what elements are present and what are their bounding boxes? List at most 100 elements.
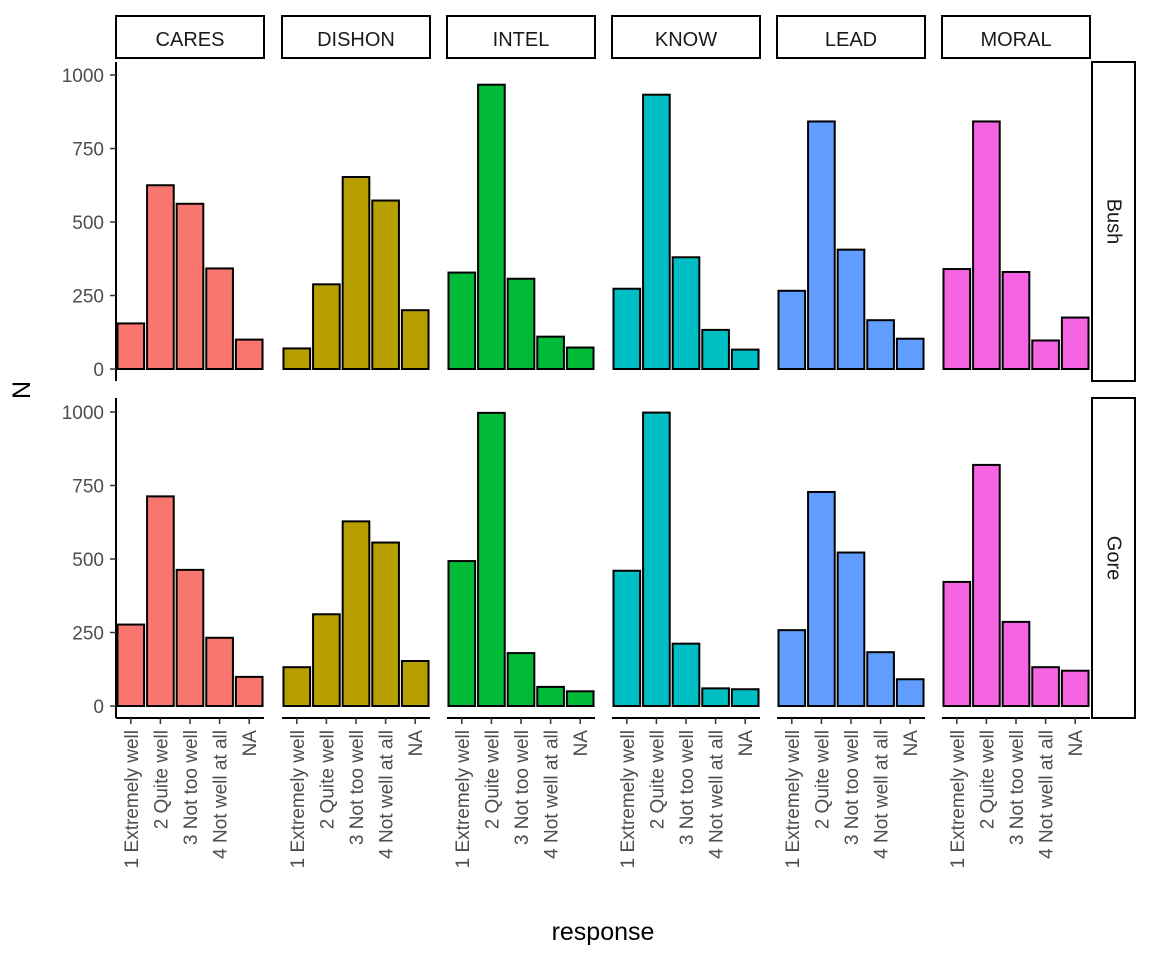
- bar-gore-know-5: [730, 688, 760, 708]
- bar-gore-moral-5: [1060, 669, 1090, 707]
- bar-bush-cares-3: [175, 202, 205, 370]
- strip-moral: [941, 15, 1091, 59]
- x-tick-label: 4 Not well at all: [1037, 730, 1058, 859]
- bar-gore-intel-1: [447, 560, 477, 707]
- x-tick-label: 2 Quite well: [151, 730, 172, 829]
- y-tick-label: 1000: [62, 66, 104, 87]
- x-tick-label: 1 Extremely well: [783, 730, 804, 868]
- bar-gore-moral-4: [1031, 666, 1060, 708]
- bar-gore-lead-3: [836, 551, 866, 707]
- y-tick-label: 500: [72, 213, 104, 234]
- x-tick-label: NA: [1066, 730, 1087, 757]
- bar-bush-lead-5: [895, 337, 925, 370]
- bar-gore-cares-3: [175, 568, 205, 707]
- x-tick-label: 3 Not too well: [347, 730, 368, 845]
- x-tick-label: NA: [240, 730, 261, 757]
- x-tick-label: 4 Not well at all: [211, 730, 232, 859]
- strip-label-intel: INTEL: [493, 29, 550, 51]
- bar-gore-cares-1: [116, 623, 146, 708]
- bar-gore-dishon-3: [341, 520, 371, 707]
- bar-bush-cares-4: [205, 267, 234, 370]
- bar-bush-moral-5: [1060, 316, 1090, 370]
- x-tick-label: NA: [406, 730, 427, 757]
- x-tick-label: 1 Extremely well: [288, 730, 309, 868]
- bar-bush-dishon-5: [400, 309, 430, 371]
- bar-bush-know-5: [730, 348, 760, 371]
- x-tick-label: 4 Not well at all: [542, 730, 563, 859]
- x-tick-label: 3 Not too well: [181, 730, 202, 845]
- bar-gore-dishon-4: [371, 541, 400, 708]
- bar-bush-know-4: [701, 328, 730, 371]
- strip-label-bush: Bush: [1103, 199, 1125, 245]
- x-tick-label: NA: [736, 730, 757, 757]
- bar-gore-intel-5: [565, 690, 595, 707]
- y-tick-label: 250: [72, 624, 104, 645]
- bar-gore-lead-2: [807, 490, 836, 707]
- x-tick-label: 3 Not too well: [1007, 730, 1028, 845]
- x-tick-label: 2 Quite well: [482, 730, 503, 829]
- strip-dishon: [281, 15, 431, 59]
- bar-gore-cares-2: [146, 495, 175, 707]
- x-tick-label: 3 Not too well: [512, 730, 533, 845]
- x-tick-label: 4 Not well at all: [707, 730, 728, 859]
- strip-intel: [446, 15, 596, 59]
- bar-gore-know-1: [612, 569, 642, 708]
- x-tick-label: 1 Extremely well: [618, 730, 639, 868]
- bar-bush-know-2: [642, 93, 671, 370]
- bar-gore-know-3: [671, 642, 701, 707]
- bar-bush-moral-3: [1001, 270, 1031, 371]
- bar-bush-moral-2: [972, 120, 1001, 371]
- bar-gore-cares-4: [205, 636, 234, 707]
- bar-gore-lead-4: [866, 651, 895, 707]
- x-tick-label: NA: [571, 730, 592, 757]
- strip-label-dishon: DISHON: [317, 29, 395, 51]
- strip-label-gore: Gore: [1103, 536, 1125, 580]
- strip-label-moral: MORAL: [980, 29, 1051, 51]
- bar-gore-know-2: [642, 411, 671, 707]
- bar-bush-lead-2: [807, 120, 836, 371]
- x-axis-title: response: [552, 918, 655, 946]
- bar-gore-lead-5: [895, 678, 925, 707]
- bar-bush-intel-4: [536, 335, 565, 371]
- y-tick-label: 250: [72, 287, 104, 308]
- bar-gore-dishon-5: [400, 660, 430, 708]
- x-tick-label: 3 Not too well: [842, 730, 863, 845]
- bar-bush-cares-2: [146, 184, 175, 370]
- bar-bush-lead-1: [777, 289, 807, 370]
- bar-bush-moral-4: [1031, 339, 1060, 370]
- bar-bush-lead-4: [866, 319, 895, 371]
- bar-bush-moral-1: [942, 268, 972, 371]
- bar-gore-moral-3: [1001, 620, 1031, 708]
- x-tick-label: 3 Not too well: [677, 730, 698, 845]
- bar-bush-intel-3: [506, 277, 536, 371]
- y-tick-label: 750: [72, 140, 104, 161]
- bar-gore-intel-4: [536, 685, 565, 708]
- y-tick-label: 0: [93, 360, 104, 381]
- x-tick-label: 4 Not well at all: [377, 730, 398, 859]
- y-tick-label: 500: [72, 550, 104, 571]
- bar-gore-dishon-1: [282, 666, 312, 708]
- x-tick-label: 1 Extremely well: [122, 730, 143, 868]
- x-tick-label: NA: [901, 730, 922, 757]
- bar-bush-cares-5: [234, 338, 264, 371]
- strip-bush: [1091, 61, 1136, 382]
- x-tick-label: 1 Extremely well: [453, 730, 474, 868]
- strip-label-cares: CARES: [156, 29, 225, 51]
- strip-label-lead: LEAD: [825, 29, 877, 51]
- strip-cares: [115, 15, 265, 59]
- bar-gore-lead-1: [777, 629, 807, 708]
- strip-lead: [776, 15, 926, 59]
- bar-bush-dishon-2: [312, 283, 341, 370]
- bar-gore-know-4: [701, 687, 730, 707]
- x-tick-label: 1 Extremely well: [948, 730, 969, 868]
- bar-gore-moral-2: [972, 463, 1001, 708]
- bar-bush-lead-3: [836, 248, 866, 370]
- bar-bush-dishon-3: [341, 176, 371, 370]
- x-tick-label: 2 Quite well: [812, 730, 833, 829]
- x-tick-label: 2 Quite well: [317, 730, 338, 829]
- bar-gore-cares-5: [234, 675, 264, 707]
- bar-bush-intel-5: [565, 346, 595, 370]
- y-tick-label: 0: [93, 697, 104, 718]
- bar-bush-know-3: [671, 256, 701, 370]
